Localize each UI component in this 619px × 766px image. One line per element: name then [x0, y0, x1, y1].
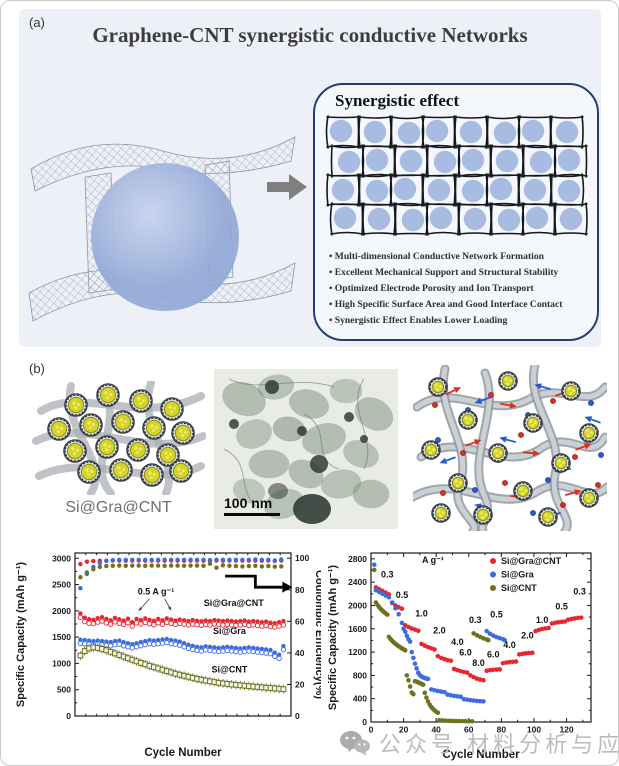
svg-text:Specific Capacity (mAh g⁻¹): Specific Capacity (mAh g⁻¹) [327, 565, 339, 711]
svg-text:120: 120 [559, 725, 573, 735]
panel-b-label: (b) [29, 361, 45, 376]
svg-text:A g⁻¹: A g⁻¹ [422, 555, 444, 565]
svg-text:Si@Gra: Si@Gra [501, 570, 535, 580]
bullet-item: Optimized Electrode Porosity and Ion Tra… [329, 281, 591, 297]
svg-text:2.0: 2.0 [521, 631, 534, 641]
svg-text:60: 60 [295, 616, 305, 626]
bullet-item: High Specific Surface Area and Good Inte… [329, 297, 591, 313]
silicon-sphere [91, 163, 239, 311]
svg-text:1200: 1200 [348, 647, 367, 657]
svg-text:2500: 2500 [52, 580, 71, 590]
svg-text:0.5: 0.5 [396, 590, 409, 600]
rate-capability-chart: 0 20 40 60 80 100 1200400800120016002000240028… [327, 552, 592, 761]
svg-text:3000: 3000 [52, 553, 71, 563]
tem-scale-bar [224, 513, 280, 516]
svg-text:40: 40 [431, 725, 441, 735]
svg-text:Specific Capacity (mAh g⁻¹): Specific Capacity (mAh g⁻¹) [15, 562, 27, 708]
svg-text:1000: 1000 [52, 658, 71, 668]
svg-text:0.3: 0.3 [381, 569, 394, 579]
svg-text:2.0: 2.0 [433, 625, 446, 635]
svg-text:2400: 2400 [348, 577, 367, 587]
svg-text:80: 80 [497, 725, 507, 735]
synergistic-effect-title: Synergistic effect [335, 91, 460, 110]
svg-text:100: 100 [527, 725, 541, 735]
svg-text:2800: 2800 [348, 554, 367, 564]
graphene-particle-grid [325, 115, 588, 236]
svg-text:1600: 1600 [348, 624, 367, 634]
svg-text:20: 20 [399, 725, 409, 735]
svg-text:Si@CNT: Si@CNT [501, 583, 537, 593]
svg-text:1500: 1500 [52, 632, 71, 642]
svg-text:100: 100 [295, 553, 309, 563]
svg-text:Si@CNT: Si@CNT [212, 664, 248, 674]
svg-text:400: 400 [353, 694, 367, 704]
svg-text:Si@Gra@CNT: Si@Gra@CNT [501, 556, 562, 566]
tem-image [214, 369, 398, 529]
conductive-network-schematic [413, 365, 607, 531]
graphene-cnt-schematic [28, 136, 296, 322]
panel-a-label: (a) [29, 15, 45, 30]
svg-text:Cycle Number: Cycle Number [144, 747, 222, 759]
svg-text:Si@Gra@CNT: Si@Gra@CNT [204, 598, 265, 608]
bullet-item: Multi-dimensional Conductive Network For… [329, 249, 591, 265]
right-arrow-icon [267, 174, 307, 200]
svg-text:800: 800 [353, 670, 367, 680]
panel-a-title: Graphene-CNT synergistic conductive Netw… [92, 23, 528, 47]
tem-scale-label: 100 nm [224, 495, 273, 511]
svg-text:500: 500 [57, 685, 71, 695]
bullet-item: Excellent Mechanical Support and Structu… [329, 265, 591, 281]
svg-text:Si@Gra: Si@Gra [213, 626, 247, 636]
svg-text:2000: 2000 [52, 606, 71, 616]
svg-text:40: 40 [295, 648, 305, 658]
svg-text:0.5: 0.5 [490, 610, 503, 620]
svg-text:60: 60 [464, 725, 474, 735]
svg-text:0: 0 [369, 725, 374, 735]
svg-text:4.0: 4.0 [451, 637, 464, 647]
bullet-list: Multi-dimensional Conductive Network For… [329, 249, 591, 329]
svg-text:0: 0 [295, 711, 300, 721]
svg-text:1.0: 1.0 [536, 615, 549, 625]
svg-text:2000: 2000 [348, 600, 367, 610]
svg-text:6.0: 6.0 [487, 650, 500, 660]
si-gra-cnt-cluster-schematic [32, 381, 206, 495]
svg-text:80: 80 [295, 585, 305, 595]
svg-text:0.5 A g⁻¹: 0.5 A g⁻¹ [138, 587, 175, 597]
svg-text:1.0: 1.0 [415, 609, 428, 619]
svg-text:0: 0 [66, 711, 71, 721]
svg-text:0.5: 0.5 [555, 602, 568, 612]
svg-text:4.0: 4.0 [503, 640, 516, 650]
svg-text:0.3: 0.3 [573, 586, 586, 596]
si-gra-cnt-label: Si@Gra@CNT [65, 499, 172, 516]
svg-text:6.0: 6.0 [459, 648, 472, 658]
svg-text:Coulombic Efficiency(%): Coulombic Efficiency(%) [313, 570, 321, 699]
svg-text:0.3: 0.3 [469, 615, 482, 625]
cycling-performance-chart: 0 500 1000 1500 2000 2500 3000 0 20 40 60 80 100 Cycl… [15, 552, 321, 759]
svg-text:20: 20 [295, 679, 305, 689]
bullet-item: Synergistic Effect Enables Lower Loading [329, 313, 591, 329]
svg-text:Cycle Number: Cycle Number [442, 749, 520, 761]
svg-text:8.0: 8.0 [472, 658, 485, 668]
svg-text:0: 0 [362, 717, 367, 727]
